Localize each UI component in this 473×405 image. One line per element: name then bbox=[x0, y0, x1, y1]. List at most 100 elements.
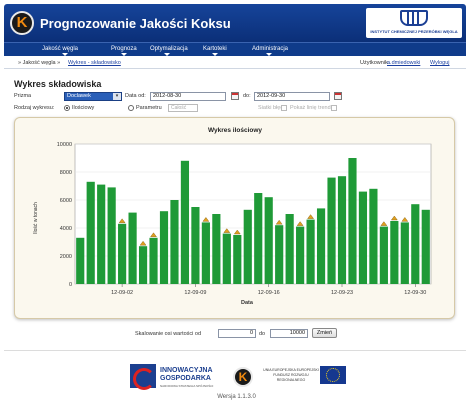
institute-mark-icon bbox=[400, 10, 428, 26]
chart-bar bbox=[379, 226, 388, 284]
chart-bar bbox=[358, 191, 368, 284]
chart-bar bbox=[191, 207, 200, 284]
app-header: K Prognozowanie Jakości Koksu INSTYTUT C… bbox=[4, 4, 466, 42]
type-label: Prizma bbox=[14, 93, 32, 99]
warning-marker-icon bbox=[150, 232, 157, 237]
chart-bar bbox=[212, 214, 221, 284]
warning-marker-icon bbox=[139, 240, 147, 246]
chevron-down-icon bbox=[266, 53, 272, 56]
x-tick-label: 12-09-16 bbox=[258, 290, 280, 296]
chart-bar bbox=[411, 204, 420, 284]
app-logo: K bbox=[10, 11, 34, 35]
quantity-bar-chart: Wykres ilościowy Ilość w tonach Data 0 20… bbox=[33, 127, 432, 306]
app-title: Prognozowanie Jakości Koksu bbox=[40, 16, 231, 31]
error-bars-label: Siatki błędu bbox=[258, 105, 287, 111]
warning-marker-icon bbox=[202, 217, 210, 222]
chart-bar bbox=[337, 176, 347, 284]
warning-marker-icon bbox=[380, 221, 388, 226]
chart-bar bbox=[180, 160, 190, 284]
scale-to-input[interactable]: 10000 bbox=[270, 329, 308, 338]
warning-marker-icon bbox=[296, 221, 304, 226]
chart-bar bbox=[369, 188, 378, 284]
breadcrumb-root[interactable]: » Jakość węgla » bbox=[18, 60, 61, 66]
chart-xlabel: Data bbox=[241, 300, 254, 306]
trend-line-checkbox[interactable] bbox=[331, 105, 337, 111]
institute-name: INSTYTUT CHEMICZNEJ PRZERÓBKI WĘGLA bbox=[370, 29, 458, 34]
innovative-economy-icon bbox=[130, 364, 156, 390]
error-bars-checkbox[interactable] bbox=[281, 105, 287, 111]
nav-item-optimization[interactable]: Optymalizacja bbox=[150, 46, 188, 52]
page-title: Wykres składowiska bbox=[14, 79, 102, 89]
plot-background bbox=[74, 143, 432, 285]
type-select[interactable]: Doclawek ▾ bbox=[64, 92, 122, 101]
footer-app-logo: K bbox=[233, 367, 253, 387]
chart-bar bbox=[316, 208, 326, 284]
calendar-icon[interactable] bbox=[334, 92, 342, 100]
chevron-down-icon bbox=[62, 53, 68, 56]
chart-bar bbox=[243, 209, 252, 284]
warning-marker-icon bbox=[307, 214, 314, 219]
chart-bar bbox=[233, 235, 242, 284]
date-from-label: Data od: bbox=[125, 93, 146, 99]
radio-quantity[interactable] bbox=[64, 105, 70, 111]
chart-bar bbox=[400, 222, 409, 284]
chevron-down-icon bbox=[212, 53, 218, 56]
chart-bar bbox=[254, 193, 263, 284]
chart-bar bbox=[222, 233, 231, 284]
chart-bar bbox=[149, 237, 158, 284]
warning-marker-icon bbox=[401, 217, 409, 222]
chart-bar bbox=[275, 225, 284, 284]
chart-bar bbox=[86, 181, 95, 284]
y-tick-label: 8000 bbox=[60, 170, 72, 176]
chevron-down-icon bbox=[164, 53, 170, 56]
innovative-economy-text: INNOWACYJNA GOSPODARKA bbox=[160, 367, 213, 382]
logout-link[interactable]: Wyloguj bbox=[430, 60, 450, 66]
radio-parameter[interactable] bbox=[128, 105, 134, 111]
date-to-input[interactable]: 2012-09-30 bbox=[254, 92, 330, 101]
chart-bar bbox=[421, 209, 430, 284]
chart-bar bbox=[107, 187, 116, 284]
y-tick-label: 6000 bbox=[60, 198, 72, 204]
apply-scale-button[interactable]: Zmień bbox=[312, 328, 337, 338]
user-label: Użytkownik: bbox=[360, 60, 390, 66]
radio-quantity-label: Ilościowy bbox=[72, 105, 95, 111]
chart-bar bbox=[285, 214, 294, 284]
warning-marker-icon bbox=[275, 219, 283, 225]
breadcrumb-current[interactable]: Wykres - składowisko bbox=[68, 60, 121, 66]
user-name-link[interactable]: a.dmiedowski bbox=[387, 60, 421, 66]
nav-item-administration[interactable]: Administracja bbox=[252, 46, 289, 52]
y-tick-label: 0 bbox=[69, 282, 72, 288]
date-from-input[interactable]: 2012-08-30 bbox=[150, 92, 226, 101]
scale-label: Skalowanie osi wartości od bbox=[135, 331, 202, 337]
chevron-down-icon: ▾ bbox=[113, 93, 121, 100]
y-tick-label: 4000 bbox=[60, 226, 72, 232]
institute-logo: INSTYTUT CHEMICZNEJ PRZERÓBKI WĘGLA bbox=[366, 8, 462, 38]
x-tick-label: 12-09-02 bbox=[111, 290, 133, 296]
parameter-select[interactable]: Całość bbox=[168, 104, 198, 112]
chart-bar bbox=[296, 226, 305, 284]
footer-divider bbox=[4, 350, 466, 351]
nav-item-forecast[interactable]: Prognoza bbox=[111, 46, 137, 52]
warning-marker-icon bbox=[390, 215, 398, 221]
chart-bar bbox=[128, 212, 137, 284]
x-tick-label: 12-09-23 bbox=[331, 290, 353, 296]
date-to-label: do: bbox=[243, 93, 251, 99]
chart-panel: Wykres ilościowy Ilość w tonach Data 0 20… bbox=[14, 117, 455, 319]
scale-from-input[interactable]: 0 bbox=[218, 329, 256, 338]
warning-marker-icon bbox=[223, 228, 231, 233]
nav-item-coal-quality[interactable]: Jakość węgla bbox=[42, 46, 79, 52]
chart-bar bbox=[138, 246, 148, 284]
chart-bar bbox=[306, 219, 315, 284]
radio-parameter-label: Parametru bbox=[136, 105, 162, 111]
scale-to-label: do bbox=[259, 331, 266, 337]
innovative-economy-sub: NARODOWA STRATEGIA SPÓJNOŚCI bbox=[160, 384, 214, 388]
warning-marker-icon bbox=[233, 229, 241, 235]
chart-title: Wykres ilościowy bbox=[208, 127, 262, 134]
calendar-icon[interactable] bbox=[231, 92, 239, 100]
chart-ylabel: Ilość w tonach bbox=[33, 202, 39, 234]
eu-flag-icon bbox=[320, 366, 346, 384]
main-nav: Jakość węgla Prognoza Optymalizacja Kart… bbox=[4, 42, 466, 56]
nav-item-records[interactable]: Kartoteki bbox=[203, 46, 227, 52]
trend-line-label: Pokaż linię trendu bbox=[290, 105, 334, 111]
warning-marker-icon bbox=[118, 218, 126, 223]
